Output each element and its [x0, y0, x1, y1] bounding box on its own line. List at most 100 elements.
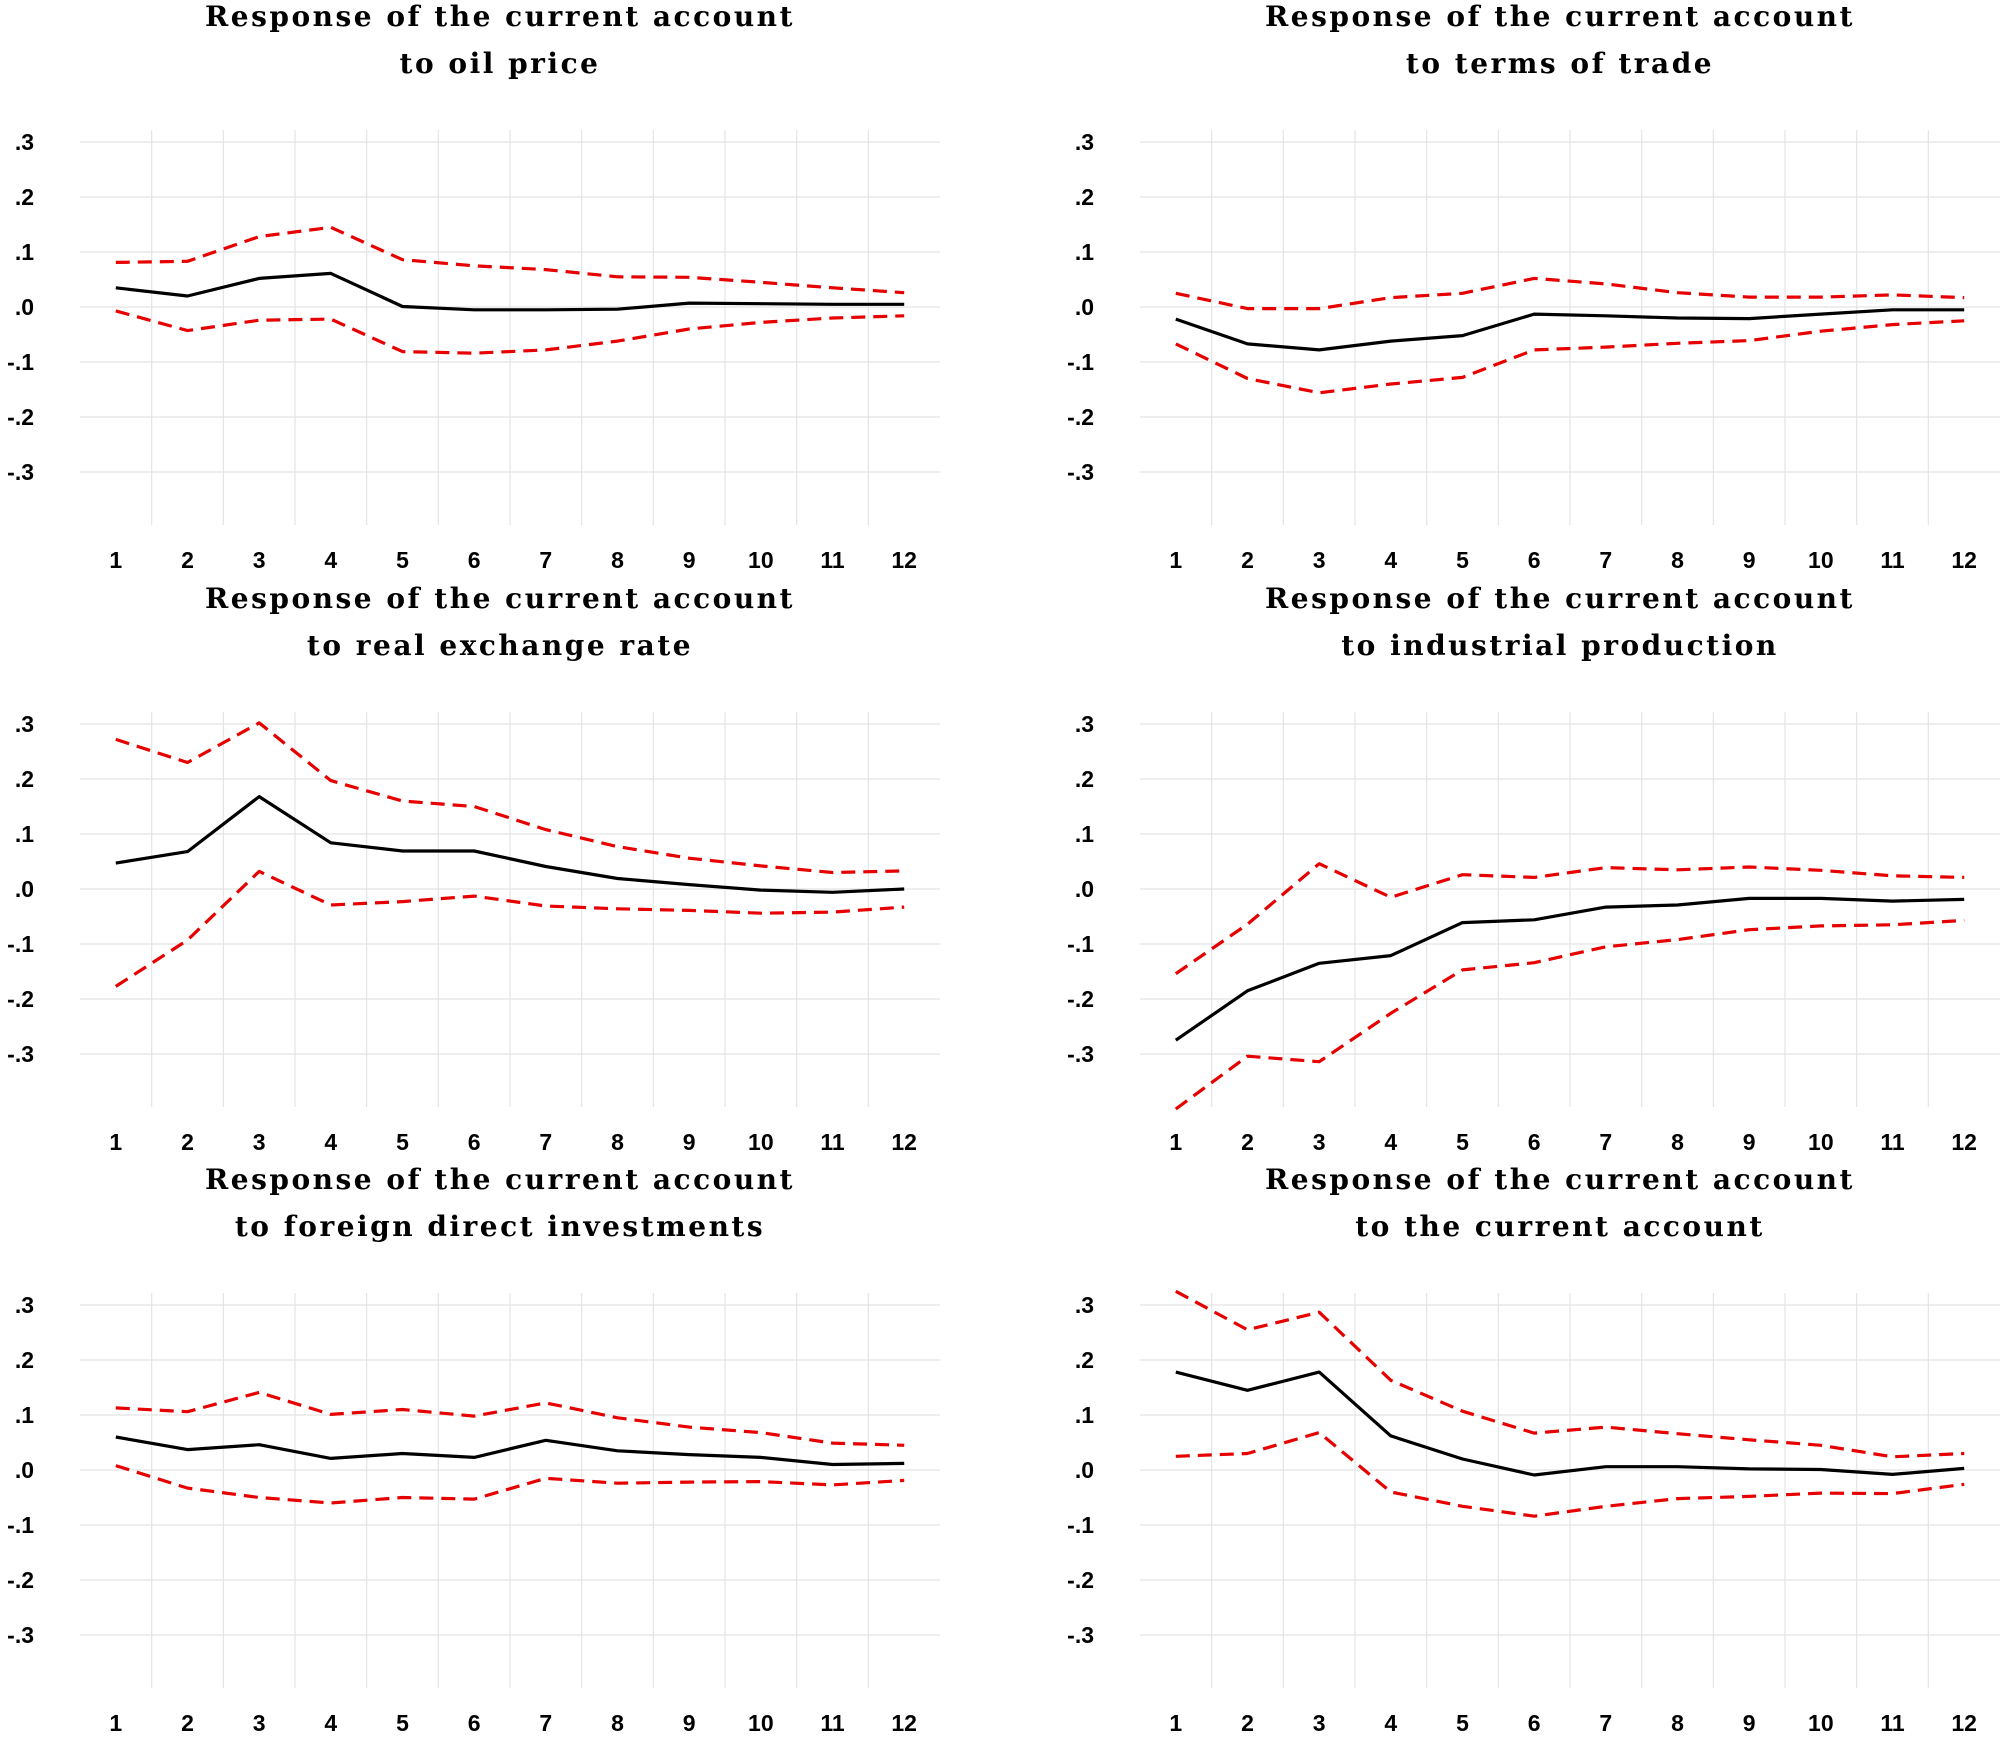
x-tick-label: 5	[396, 547, 409, 573]
x-tick-label: 3	[1313, 547, 1326, 573]
y-tick-label: .0	[1075, 876, 1094, 902]
x-tick-label: 11	[1880, 1710, 1905, 1736]
chart-title-line-1: Response of the current account	[205, 1163, 795, 1196]
chart-title-line-1: Response of the current account	[1265, 1163, 1855, 1196]
x-tick-label: 10	[1808, 547, 1834, 573]
x-tick-label: 3	[253, 1710, 266, 1736]
chart-svg-1: Response of the current account to oil pr…	[7, 0, 940, 573]
series-line-lower	[1174, 918, 1965, 1111]
x-tick-label: 12	[891, 1710, 917, 1736]
y-tick-label: -.2	[1067, 1567, 1094, 1593]
y-tick-label: -.1	[7, 349, 34, 375]
x-tick-label: 5	[1456, 1710, 1469, 1736]
x-tick-label: 5	[1456, 547, 1469, 573]
y-tick-label: -.3	[1067, 1041, 1094, 1067]
x-tick-label: 11	[1880, 547, 1905, 573]
x-tick-label: 4	[324, 1710, 337, 1736]
y-tick-label: .0	[1075, 1457, 1094, 1483]
y-tick-label: .2	[1075, 184, 1094, 210]
x-tick-label: 2	[1241, 547, 1254, 573]
x-tick-label: 12	[1951, 547, 1977, 573]
y-tick-label: -.2	[1067, 986, 1094, 1012]
x-tick-label: 5	[396, 1710, 409, 1736]
y-tick-label: .1	[15, 1402, 34, 1428]
y-tick-label: -.2	[1067, 404, 1094, 430]
x-tick-label: 1	[1169, 1710, 1182, 1736]
y-tick-label: .3	[15, 711, 34, 737]
y-tick-label: .1	[15, 239, 34, 265]
y-tick-label: .0	[15, 1457, 34, 1483]
series-line-response	[1175, 1370, 1965, 1477]
chart-panel-1: Response of the current account to oil pr…	[0, 0, 1000, 582]
y-tick-label: .1	[15, 821, 34, 847]
x-tick-label: 1	[109, 547, 122, 573]
x-tick-label: 5	[396, 1129, 409, 1155]
x-tick-label: 5	[1456, 1129, 1469, 1155]
y-tick-label: -.3	[7, 1041, 34, 1067]
x-tick-label: 2	[181, 1710, 194, 1736]
y-tick-label: .3	[1075, 711, 1094, 737]
x-tick-label: 1	[1169, 547, 1182, 573]
x-tick-label: 11	[1880, 1129, 1905, 1155]
x-tick-label: 2	[181, 1129, 194, 1155]
x-tick-label: 2	[1241, 1710, 1254, 1736]
series-line-lower	[114, 869, 905, 988]
chart-title-line-2: to the current account	[1355, 1210, 1765, 1243]
chart-svg-3: Response of the current account to real e…	[7, 582, 940, 1155]
x-tick-label: 12	[891, 1129, 917, 1155]
x-tick-label: 2	[181, 547, 194, 573]
x-tick-label: 8	[1671, 1129, 1684, 1155]
y-tick-label: -.1	[1067, 1512, 1094, 1538]
x-tick-label: 7	[1599, 1129, 1612, 1155]
x-tick-label: 10	[748, 1710, 774, 1736]
x-tick-label: 7	[539, 547, 552, 573]
x-tick-label: 3	[253, 547, 266, 573]
x-tick-label: 12	[1951, 1129, 1977, 1155]
y-tick-label: .1	[1075, 239, 1094, 265]
x-tick-label: 7	[1599, 547, 1612, 573]
y-tick-label: .2	[15, 1347, 34, 1373]
series-line-upper	[1175, 276, 1965, 311]
series-line-upper	[1175, 1289, 1965, 1459]
chart-title-line-1: Response of the current account	[1265, 582, 1855, 615]
x-tick-label: 6	[468, 547, 481, 573]
chart-panel-4: Response of the current account to indust…	[1060, 582, 2000, 1164]
x-tick-label: 7	[1599, 1710, 1612, 1736]
series-line-upper	[115, 1390, 905, 1447]
y-tick-label: .0	[1075, 294, 1094, 320]
series-line-response	[1174, 896, 1965, 1042]
chart-panel-5: Response of the current account to foreig…	[0, 1163, 1000, 1745]
chart-title-line-2: to foreign direct investments	[235, 1210, 765, 1243]
y-tick-label: -.1	[1067, 931, 1094, 957]
chart-title-line-2: to terms of trade	[1406, 47, 1714, 80]
x-tick-label: 8	[1671, 547, 1684, 573]
y-tick-label: -.2	[7, 1567, 34, 1593]
y-tick-label: .1	[1075, 1402, 1094, 1428]
x-tick-label: 12	[891, 547, 917, 573]
x-tick-label: 7	[539, 1710, 552, 1736]
x-tick-label: 4	[324, 547, 337, 573]
x-tick-label: 9	[683, 1710, 696, 1736]
x-tick-label: 10	[1808, 1129, 1834, 1155]
x-tick-label: 4	[1384, 1129, 1397, 1155]
y-tick-label: -.1	[7, 1512, 34, 1538]
series-line-lower	[115, 309, 905, 355]
x-tick-label: 8	[611, 547, 624, 573]
x-tick-label: 10	[748, 1129, 774, 1155]
x-tick-label: 11	[820, 1129, 845, 1155]
chart-title-line-2: to oil price	[400, 47, 601, 80]
x-tick-label: 8	[1671, 1710, 1684, 1736]
chart-svg-4: Response of the current account to indust…	[1067, 582, 2000, 1155]
x-tick-label: 9	[683, 547, 696, 573]
x-tick-label: 3	[1313, 1129, 1326, 1155]
x-tick-label: 6	[1528, 547, 1541, 573]
x-tick-label: 11	[820, 1710, 845, 1736]
x-tick-label: 4	[1384, 547, 1397, 573]
chart-svg-2: Response of the current account to terms …	[1067, 0, 2000, 573]
x-tick-label: 9	[683, 1129, 696, 1155]
x-tick-label: 7	[539, 1129, 552, 1155]
chart-panel-3: Response of the current account to real e…	[0, 582, 1000, 1164]
y-tick-label: .3	[15, 129, 34, 155]
chart-title-line-2: to real exchange rate	[307, 629, 693, 662]
series-line-upper	[1174, 862, 1965, 976]
